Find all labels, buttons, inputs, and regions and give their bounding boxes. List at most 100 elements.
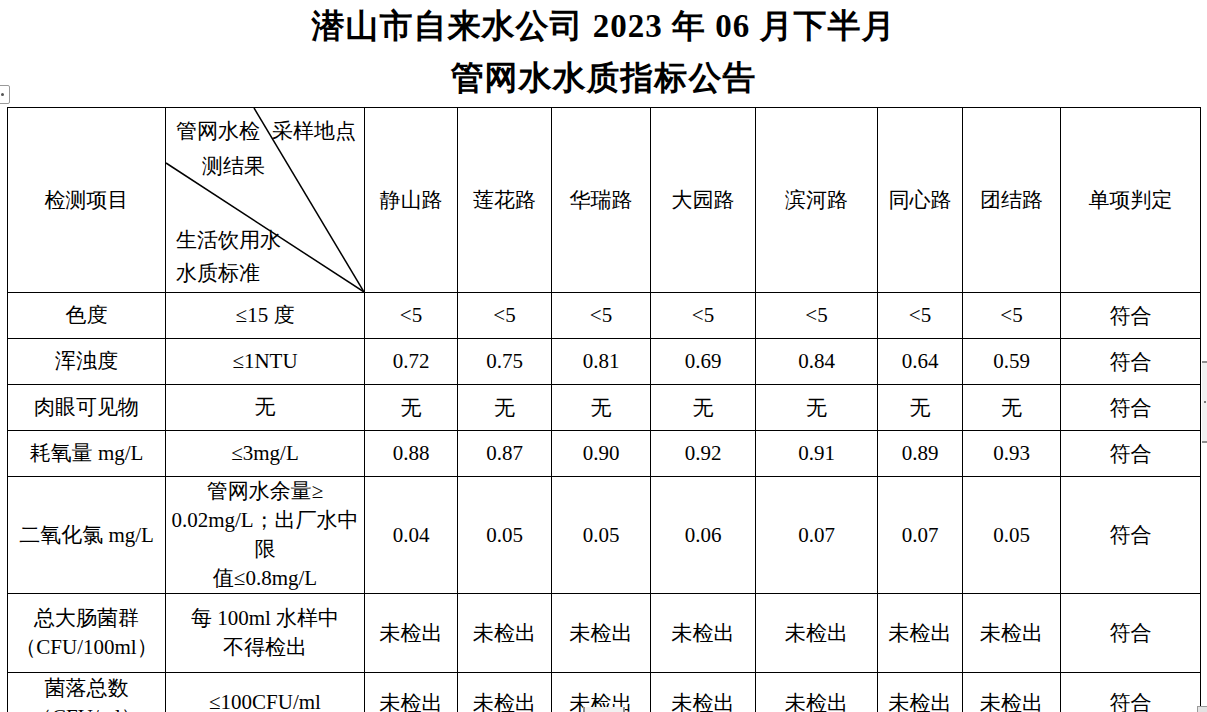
diagonal-header-cell: 管网水检 测结果 采样地点 生活饮用水 水质标准 bbox=[166, 108, 365, 293]
value-cell: <5 bbox=[458, 293, 552, 339]
standard-text: 不得检出 bbox=[166, 633, 364, 662]
standard-cell: 每 100ml 水样中 不得检出 bbox=[166, 594, 365, 673]
column-header-location: 莲花路 bbox=[458, 108, 552, 293]
value-cell: 未检出 bbox=[651, 673, 756, 712]
document-header: 潜山市自来水公司 2023 年 06 月下半月 管网水水质指标公告 bbox=[0, 0, 1207, 104]
document-subtitle: 管网水水质指标公告 bbox=[0, 52, 1207, 104]
item-label: 耗氧量 mg/L bbox=[8, 439, 165, 468]
value-cell: 0.89 bbox=[878, 431, 963, 477]
value-cell: 未检出 bbox=[963, 673, 1061, 712]
vertical-scrollbar-grip-icon bbox=[1204, 401, 1206, 403]
value-cell: 未检出 bbox=[651, 594, 756, 673]
value-cell: 未检出 bbox=[878, 673, 963, 712]
standard-cell: ≤15 度 bbox=[166, 293, 365, 339]
horizontal-scrollbar-thumb[interactable] bbox=[583, 707, 625, 712]
standard-text: 0.02mg/L；出厂水中限 bbox=[166, 506, 364, 564]
item-label: 色度 bbox=[8, 301, 165, 330]
judgement-cell: 符合 bbox=[1061, 673, 1201, 712]
table-row-chlorine-dioxide: 二氧化氯 mg/L 管网水余量≥ 0.02mg/L；出厂水中限 值≤0.8mg/… bbox=[8, 477, 1201, 594]
value-cell: 0.05 bbox=[963, 477, 1061, 594]
standard-cell: ≤3mg/L bbox=[166, 431, 365, 477]
value-cell: 0.04 bbox=[365, 477, 458, 594]
value-cell: 0.93 bbox=[963, 431, 1061, 477]
value-cell: <5 bbox=[963, 293, 1061, 339]
value-cell: 未检出 bbox=[552, 594, 651, 673]
table-move-handle-dot bbox=[1, 93, 4, 96]
value-cell: 未检出 bbox=[963, 594, 1061, 673]
value-cell: 未检出 bbox=[756, 673, 878, 712]
item-label: 肉眼可见物 bbox=[8, 393, 165, 422]
value-cell: 未检出 bbox=[458, 594, 552, 673]
judgement-cell: 符合 bbox=[1061, 477, 1201, 594]
value-cell: <5 bbox=[552, 293, 651, 339]
value-cell: 0.05 bbox=[458, 477, 552, 594]
value-cell: 0.72 bbox=[365, 339, 458, 385]
diag-label-drinking-standard-line2: 水质标准 bbox=[176, 258, 260, 288]
standard-text: 值≤0.8mg/L bbox=[166, 564, 364, 593]
standard-text: ≤3mg/L bbox=[166, 439, 364, 468]
diag-label-drinking-standard-line1: 生活饮用水 bbox=[176, 225, 281, 255]
standard-cell: ≤1NTU bbox=[166, 339, 365, 385]
table-row-chroma: 色度 ≤15 度 <5 <5 <5 <5 <5 <5 <5 符合 bbox=[8, 293, 1201, 339]
value-cell: <5 bbox=[756, 293, 878, 339]
judgement-cell: 符合 bbox=[1061, 293, 1201, 339]
value-cell: 无 bbox=[878, 385, 963, 431]
column-header-location: 华瑞路 bbox=[552, 108, 651, 293]
value-cell: 0.91 bbox=[756, 431, 878, 477]
item-cell: 色度 bbox=[8, 293, 166, 339]
scrollbar-corner bbox=[1197, 706, 1207, 712]
value-cell: 未检出 bbox=[365, 673, 458, 712]
value-cell: 0.07 bbox=[756, 477, 878, 594]
item-label: （CFU/100ml） bbox=[8, 633, 165, 662]
item-cell: 肉眼可见物 bbox=[8, 385, 166, 431]
value-cell: 0.92 bbox=[651, 431, 756, 477]
column-header-location: 静山路 bbox=[365, 108, 458, 293]
value-cell: 无 bbox=[458, 385, 552, 431]
diag-label-network-result-line1: 管网水检 bbox=[176, 116, 260, 146]
item-cell: 总大肠菌群 （CFU/100ml） bbox=[8, 594, 166, 673]
value-cell: 无 bbox=[651, 385, 756, 431]
standard-text: ≤15 度 bbox=[166, 301, 364, 330]
value-cell: 0.87 bbox=[458, 431, 552, 477]
value-cell: 未检出 bbox=[756, 594, 878, 673]
column-header-location: 大园路 bbox=[651, 108, 756, 293]
value-cell: 0.64 bbox=[878, 339, 963, 385]
value-cell: 无 bbox=[365, 385, 458, 431]
item-label: 二氧化氯 mg/L bbox=[8, 521, 165, 550]
value-cell: <5 bbox=[878, 293, 963, 339]
value-cell: 无 bbox=[552, 385, 651, 431]
item-label: 浑浊度 bbox=[8, 347, 165, 376]
item-label: （CFU/ml） bbox=[8, 703, 165, 712]
table-row-oxygen-consumption: 耗氧量 mg/L ≤3mg/L 0.88 0.87 0.90 0.92 0.91… bbox=[8, 431, 1201, 477]
table-row-total-coliforms: 总大肠菌群 （CFU/100ml） 每 100ml 水样中 不得检出 未检出 未… bbox=[8, 594, 1201, 673]
value-cell: 0.81 bbox=[552, 339, 651, 385]
value-cell: 0.90 bbox=[552, 431, 651, 477]
value-cell: 未检出 bbox=[878, 594, 963, 673]
item-cell: 浑浊度 bbox=[8, 339, 166, 385]
standard-cell: ≤100CFU/ml bbox=[166, 673, 365, 712]
standard-text: 管网水余量≥ bbox=[166, 477, 364, 506]
item-label: 总大肠菌群 bbox=[8, 604, 165, 633]
standard-cell: 无 bbox=[166, 385, 365, 431]
item-cell: 菌落总数 （CFU/ml） bbox=[8, 673, 166, 712]
standard-text: 每 100ml 水样中 bbox=[166, 604, 364, 633]
diag-label-sampling-location: 采样地点 bbox=[272, 116, 356, 146]
item-cell: 二氧化氯 mg/L bbox=[8, 477, 166, 594]
value-cell: 未检出 bbox=[458, 673, 552, 712]
value-cell: 无 bbox=[963, 385, 1061, 431]
item-label: 菌落总数 bbox=[8, 674, 165, 703]
judgement-cell: 符合 bbox=[1061, 339, 1201, 385]
standard-cell: 管网水余量≥ 0.02mg/L；出厂水中限 值≤0.8mg/L bbox=[166, 477, 365, 594]
value-cell: 0.75 bbox=[458, 339, 552, 385]
value-cell: 未检出 bbox=[365, 594, 458, 673]
value-cell: <5 bbox=[651, 293, 756, 339]
column-header-test-item: 检测项目 bbox=[8, 108, 166, 293]
column-header-location: 滨河路 bbox=[756, 108, 878, 293]
table-header-row: 检测项目 管网水检 测结果 采样地点 生活饮用水 水质标准 静山路 莲花路 华瑞… bbox=[8, 108, 1201, 293]
value-cell: 0.59 bbox=[963, 339, 1061, 385]
document-title: 潜山市自来水公司 2023 年 06 月下半月 bbox=[0, 0, 1207, 52]
vertical-scrollbar-thumb[interactable] bbox=[1202, 361, 1207, 443]
table-move-handle[interactable] bbox=[0, 85, 10, 104]
column-header-location: 同心路 bbox=[878, 108, 963, 293]
table-row-turbidity: 浑浊度 ≤1NTU 0.72 0.75 0.81 0.69 0.84 0.64 … bbox=[8, 339, 1201, 385]
